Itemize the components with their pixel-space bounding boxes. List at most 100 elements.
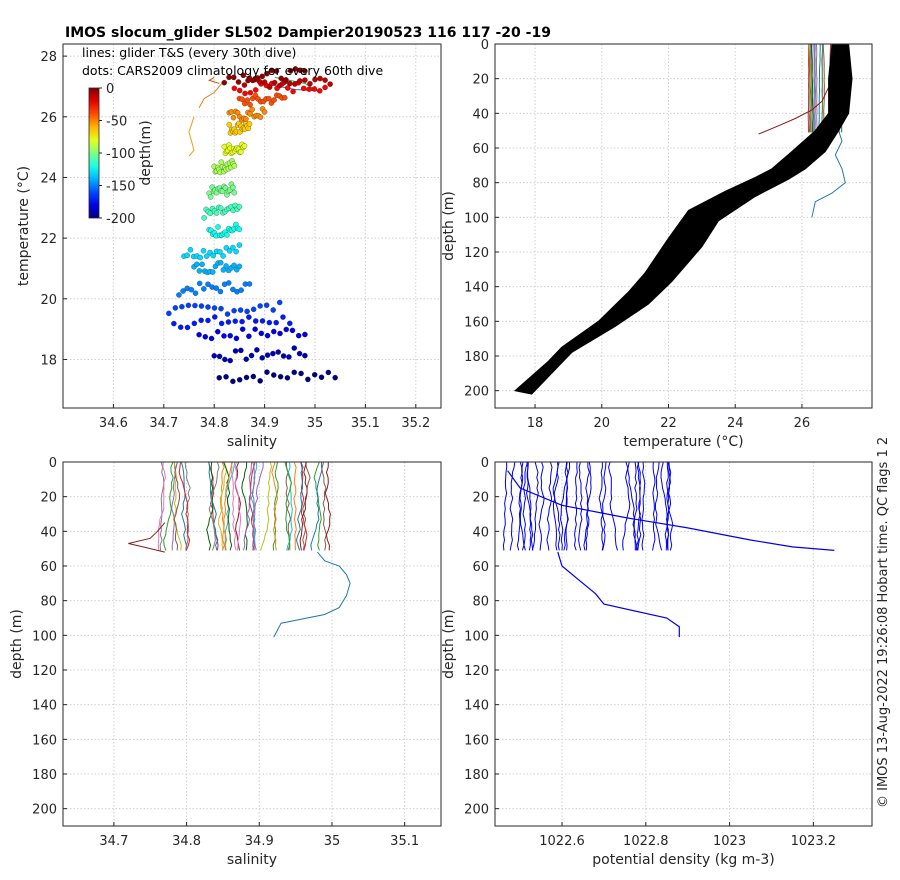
temperature-profile: [758, 87, 830, 135]
glider-profile: [664, 461, 672, 551]
climatology-dot: [217, 288, 224, 295]
climatology-dot: [230, 184, 236, 191]
colorbar-label: depth(m): [138, 120, 154, 185]
glider-profile: [234, 461, 241, 551]
climatology-dot: [221, 79, 228, 86]
colorbar-tick-label: 0: [106, 82, 114, 97]
climatology-dot: [233, 248, 239, 255]
climatology-dot: [166, 310, 172, 317]
climatology-dot: [236, 204, 243, 210]
climatology-dot: [258, 330, 265, 337]
density-profile: [507, 470, 835, 551]
climatology-dot: [230, 286, 236, 293]
climatology-dot: [187, 247, 194, 253]
x-tick-label: 34.6: [99, 416, 128, 431]
glider-profile: [251, 461, 257, 551]
climatology-dot: [246, 314, 252, 320]
climatology-dot: [287, 320, 293, 327]
climatology-dot: [184, 252, 190, 258]
glider-ts-line: [207, 76, 220, 84]
climatology-dot: [210, 252, 217, 259]
glider-profile: [632, 461, 638, 551]
y-tick-label: 120: [464, 246, 489, 261]
climatology-dot: [199, 261, 205, 268]
climatology-dot: [247, 89, 254, 96]
climatology-dot: [270, 350, 276, 357]
climatology-dot: [270, 307, 276, 313]
climatology-dot: [243, 356, 249, 362]
y-tick-label: 0: [49, 456, 57, 471]
x-tick-label: 34.8: [200, 416, 229, 431]
climatology-dot: [301, 85, 307, 92]
climatology-dot: [236, 226, 243, 232]
y-tick-label: 60: [40, 560, 57, 575]
glider-profile: [622, 461, 631, 551]
glider-profile: [178, 461, 191, 551]
climatology-dot: [271, 372, 277, 378]
climatology-dot: [311, 86, 318, 92]
climatology-dot: [245, 77, 251, 84]
y-tick-label: 20: [472, 491, 489, 506]
y-axis-label: temperature (°C): [16, 166, 32, 286]
y-tick-label: 40: [472, 525, 489, 540]
glider-profile: [208, 461, 220, 551]
y-tick-label: 160: [464, 315, 489, 330]
y-tick-label: 80: [472, 595, 489, 610]
climatology-dot: [232, 318, 238, 324]
climatology-dot: [261, 79, 268, 85]
x-tick-label: 18: [527, 416, 544, 431]
climatology-dot: [217, 205, 224, 211]
climatology-dot: [196, 280, 203, 287]
climatology-dot: [238, 149, 244, 155]
y-tick-label: 100: [32, 629, 57, 644]
climatology-dot: [205, 317, 211, 324]
y-tick-label: 140: [464, 699, 489, 714]
climatology-dot: [172, 305, 179, 311]
climatology-dot: [179, 303, 185, 310]
climatology-dot: [259, 355, 265, 361]
glider-profile: [808, 43, 812, 133]
salinity-profile: [128, 522, 166, 553]
glider-profile: [172, 461, 182, 551]
climatology-dot: [207, 194, 214, 200]
y-tick-label: 40: [40, 525, 57, 540]
climatology-dot: [264, 369, 270, 375]
glider-profile: [321, 462, 327, 551]
climatology-dot: [283, 77, 289, 83]
climatology-dot: [239, 318, 245, 325]
glider-profile: [516, 461, 524, 551]
climatology-dot: [257, 114, 264, 120]
glider-profile: [208, 461, 219, 551]
salinity-depth-panel: 34.7 34.8 34.9 35 35.1 0 20 40 60 80 100 120 140 160 1…: [9, 456, 442, 868]
climatology-dot: [198, 303, 205, 309]
y-tick-label: 100: [464, 211, 489, 226]
y-tick-label: 20: [40, 491, 57, 506]
glider-profile: [821, 43, 824, 133]
y-axis-label: depth (m): [441, 191, 457, 261]
climatology-dot: [241, 143, 248, 149]
climatology-dot: [218, 305, 224, 312]
climatology-dot: [306, 86, 312, 92]
y-axis-label: depth (m): [9, 609, 25, 679]
glider-profile: [302, 461, 311, 551]
climatology-dot: [252, 318, 259, 324]
y-tick-label: 80: [40, 595, 57, 610]
climatology-dot: [266, 84, 273, 90]
climatology-dot: [291, 369, 297, 376]
climatology-dot: [311, 371, 318, 378]
glider-profile: [811, 43, 814, 133]
climatology-dot: [249, 106, 255, 113]
glider-profile: [243, 461, 253, 551]
glider-profile: [585, 461, 590, 551]
y-tick-label: 180: [464, 350, 489, 365]
climatology-dot: [226, 248, 233, 254]
climatology-dot: [207, 210, 214, 216]
glider-profile: [526, 461, 532, 551]
climatology-dot: [282, 94, 288, 101]
climatology-dot: [263, 302, 270, 308]
climatology-dot: [322, 77, 328, 83]
y-tick-label: 80: [472, 177, 489, 192]
glider-profile: [814, 43, 817, 133]
x-axis-label: salinity: [227, 852, 277, 868]
